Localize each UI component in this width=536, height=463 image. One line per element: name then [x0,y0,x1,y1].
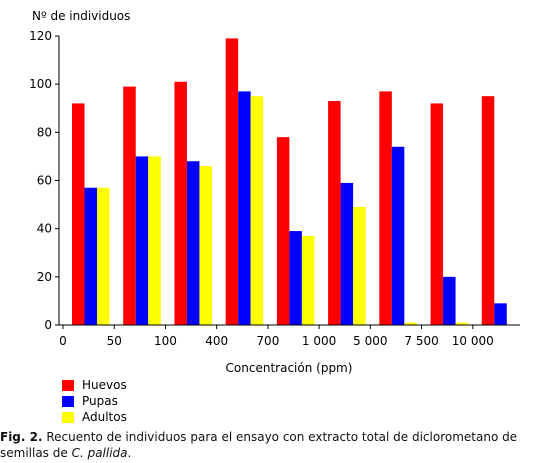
bar-huevos-8 [481,96,495,325]
x-axis-title: Concentración (ppm) [226,361,353,375]
legend-label-huevos: Huevos [82,378,127,392]
bar-huevos-6 [379,91,392,326]
x-tick-label: 400 [205,334,228,348]
x-axis: 0 50 100 400 700 1 000 5 000 7 500 10 000 [59,325,494,348]
x-tick-label: 7 500 [404,334,438,348]
y-tick-label: 60 [37,174,52,188]
bar-adultos-6 [404,322,417,325]
y-tick-label: 100 [29,77,52,91]
x-tick-label: 700 [256,334,279,348]
bar-adultos-1 [148,156,161,325]
y-tick-label: 120 [29,29,52,43]
legend-item-adultos: Adultos [62,409,127,425]
bar-huevos-3 [225,38,239,326]
legend-item-huevos: Huevos [62,377,127,393]
bar-pupas-4 [289,231,302,325]
legend: Huevos Pupas Adultos [62,377,127,425]
y-tick-label: 20 [37,270,52,284]
x-tick-label: 1 000 [302,334,336,348]
y-axis-title: Nº de individuos [32,9,130,23]
legend-label-adultos: Adultos [82,410,127,424]
caption-text: Recuento de individuos para el ensayo co… [0,430,518,460]
bar-pupas-8 [494,303,507,325]
bar-pupas-7 [443,276,456,325]
x-tick-label: 100 [154,334,177,348]
x-tick-label: 0 [59,334,67,348]
legend-label-pupas: Pupas [82,394,118,408]
y-tick-label: 0 [44,318,52,332]
bar-huevos-4 [276,137,290,325]
bars-group [72,38,507,326]
bar-pupas-1 [135,156,149,325]
legend-swatch-adultos [62,411,74,423]
bar-pupas-6 [391,146,405,325]
x-tick-label: 50 [107,334,122,348]
bar-huevos-7 [430,103,444,325]
y-tick-label: 40 [37,222,52,236]
bar-huevos-2 [174,81,187,325]
figure-caption: Fig. 2. Recuento de individuos para el e… [0,429,536,461]
y-tick-label: 80 [37,125,52,139]
y-axis: 0 20 40 60 80 100 120 [29,29,59,332]
bar-pupas-3 [238,91,251,326]
legend-swatch-huevos [62,379,74,391]
bar-adultos-5 [353,206,366,325]
caption-species: C. pallida [71,446,128,460]
bar-huevos-0 [72,103,85,325]
bar-adultos-4 [301,235,315,325]
bar-pupas-5 [340,182,354,325]
caption-end: . [127,446,132,460]
bar-chart: Nº de individuos 0 20 40 60 80 100 120 0 50 100 4… [29,9,520,375]
bar-adultos-0 [97,187,110,325]
x-tick-label: 5 000 [353,334,387,348]
x-tick-label: 10 000 [452,334,494,348]
bar-adultos-3 [250,96,264,325]
bar-huevos-5 [328,101,341,326]
bar-pupas-0 [84,187,97,325]
legend-swatch-pupas [62,395,74,407]
bar-pupas-2 [186,161,200,325]
bar-adultos-2 [199,166,212,325]
bar-huevos-1 [123,86,136,325]
bar-adultos-7 [455,322,469,325]
caption-label: Fig. 2. [0,430,43,444]
legend-item-pupas: Pupas [62,393,127,409]
